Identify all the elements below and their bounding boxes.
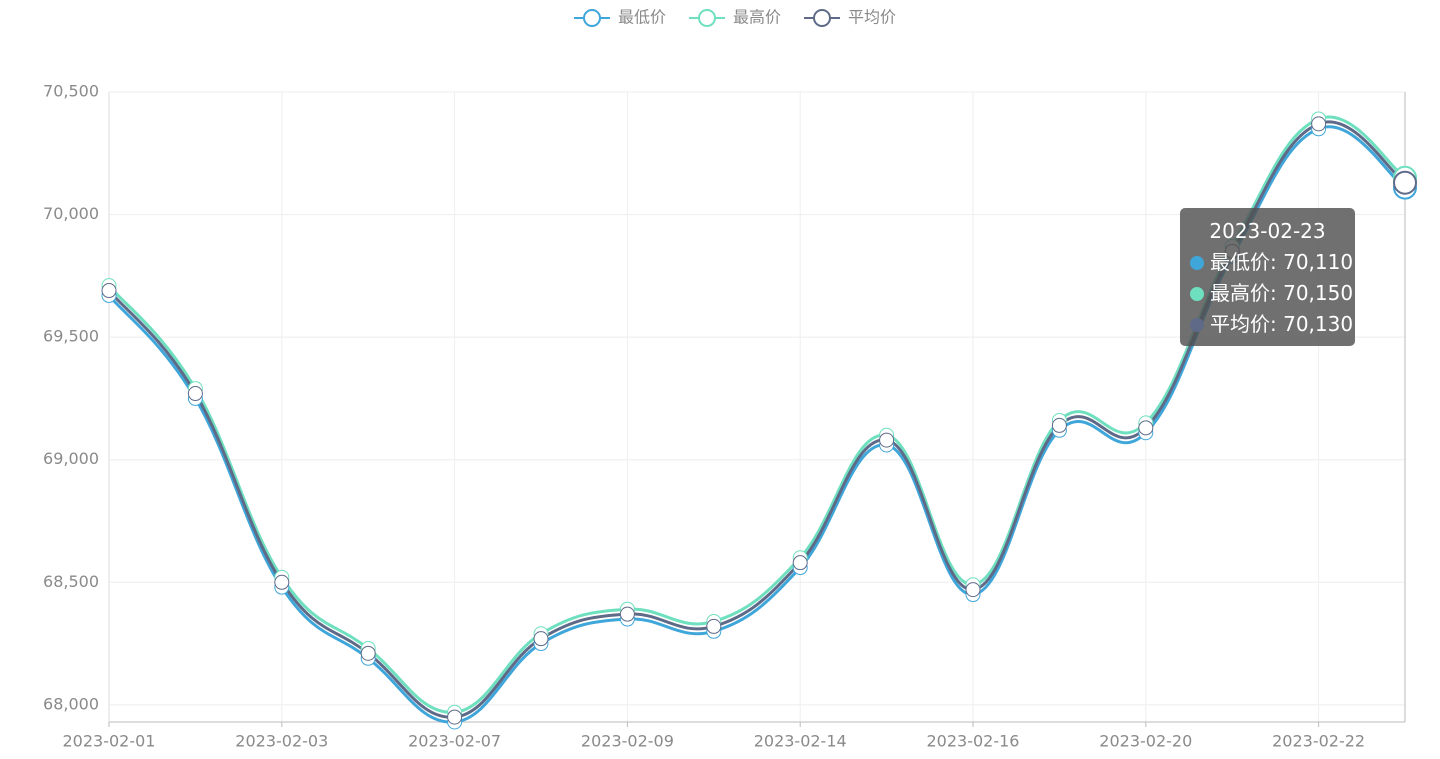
data-point — [101, 283, 117, 299]
tooltip-name: 最高价 — [1210, 281, 1270, 305]
data-point — [187, 386, 203, 402]
tooltip-sep: : — [1270, 281, 1284, 305]
x-tick-label: 2023-02-20 — [1099, 732, 1192, 751]
tooltip-sep: : — [1270, 250, 1284, 274]
data-point — [1051, 417, 1067, 433]
tooltip-dot — [1190, 318, 1204, 332]
y-tick-label: 68,000 — [43, 694, 99, 713]
data-point — [360, 645, 376, 661]
legend-marker — [813, 9, 831, 27]
series-line — [107, 115, 1406, 714]
legend-marker — [698, 9, 716, 27]
data-point — [1393, 170, 1417, 195]
y-tick-label: 70,500 — [43, 82, 99, 101]
legend-label: 最低价 — [618, 8, 666, 27]
data-point — [1138, 420, 1154, 436]
tooltip-row: 平均价: 70,130 — [1190, 309, 1353, 340]
legend-label: 平均价 — [848, 8, 896, 27]
x-tick-label: 2023-02-09 — [581, 732, 674, 751]
tooltip-value: 70,110 — [1283, 250, 1354, 274]
data-point — [533, 631, 549, 647]
legend-label: 最高价 — [733, 8, 781, 27]
tooltip-row: 最高价: 70,150 — [1190, 278, 1353, 309]
tooltip-sep: : — [1270, 312, 1284, 336]
tooltip-row: 最低价: 70,110 — [1190, 247, 1353, 278]
tooltip: 2023-02-23 最低价: 70,110 最高价: 70,150 平均价: 70… — [1180, 208, 1355, 346]
tooltip-value: 70,130 — [1283, 312, 1354, 336]
x-tick-label: 2023-02-14 — [754, 732, 847, 751]
data-point — [619, 606, 635, 622]
y-tick-label: 68,500 — [43, 572, 99, 591]
y-tick-label: 70,000 — [43, 204, 99, 223]
data-point — [447, 709, 463, 725]
tooltip-dot — [1190, 256, 1204, 270]
tooltip-name: 最低价 — [1210, 250, 1270, 274]
data-point — [879, 432, 895, 448]
tooltip-value: 70,150 — [1283, 281, 1354, 305]
x-tick-label: 2023-02-03 — [235, 732, 328, 751]
y-tick-label: 69,500 — [43, 327, 99, 346]
y-tick-label: 69,000 — [43, 449, 99, 468]
x-tick-label: 2023-02-01 — [63, 732, 156, 751]
data-point — [706, 618, 722, 634]
tooltip-title: 2023-02-23 — [1209, 219, 1326, 243]
data-point — [1311, 116, 1327, 132]
x-tick-label: 2023-02-16 — [927, 732, 1020, 751]
data-point — [274, 574, 290, 590]
tooltip-dot — [1190, 287, 1204, 301]
legend-marker — [583, 9, 601, 27]
data-point — [792, 555, 808, 571]
tooltip-name: 平均价 — [1210, 312, 1270, 336]
x-tick-label: 2023-02-07 — [408, 732, 501, 751]
x-tick-label: 2023-02-22 — [1272, 732, 1365, 751]
data-point — [965, 582, 981, 598]
